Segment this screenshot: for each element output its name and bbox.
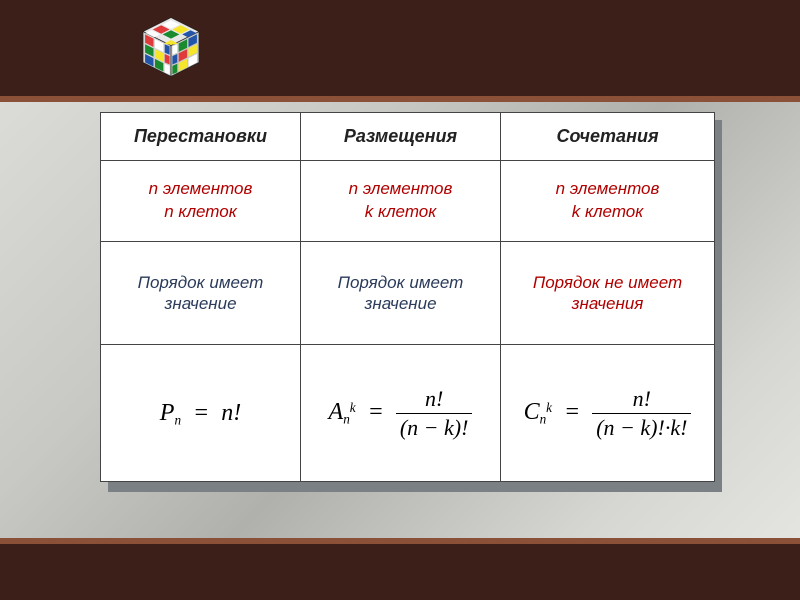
var-P: P: [160, 400, 175, 426]
formula-row: Pn = n! Ank = n! (n − k)!: [101, 345, 715, 482]
cell-formula-arrangements: Ank = n! (n − k)!: [301, 345, 501, 482]
top-band: [0, 0, 800, 102]
table-header-row: Перестановки Размещения Сочетания: [101, 113, 715, 161]
cell-perm-elements: n элементов n клеток: [101, 161, 301, 242]
slide: Перестановки Размещения Сочетания n элем…: [0, 0, 800, 600]
sup-k: k: [350, 400, 356, 415]
var-C: C: [524, 399, 540, 425]
elements-row: n элементов n клеток n элементов k клето…: [101, 161, 715, 242]
fraction-numerator: n!: [592, 385, 691, 414]
header-permutations: Перестановки: [101, 113, 301, 161]
sub-n: n: [343, 412, 350, 427]
combinatorics-table: Перестановки Размещения Сочетания n элем…: [100, 112, 715, 482]
header-arrangements: Размещения: [301, 113, 501, 161]
cell-comb-elements: n элементов k клеток: [501, 161, 715, 242]
text: k клеток: [572, 202, 644, 221]
order-row: Порядок имеет значение Порядок имеет зна…: [101, 242, 715, 345]
fraction-denominator: (n − k)!: [396, 414, 473, 442]
bottom-band: [0, 538, 800, 600]
cell-formula-permutations: Pn = n!: [101, 345, 301, 482]
fraction-denominator: (n − k)!·k!: [592, 414, 691, 442]
text: n клеток: [164, 202, 237, 221]
rhs: n!: [221, 400, 241, 426]
sup-k: k: [546, 400, 552, 415]
cell-comb-order: Порядок не имеет значения: [501, 242, 715, 345]
header-combinations: Сочетания: [501, 113, 715, 161]
rubiks-cube-icon: [136, 12, 206, 82]
text: n элементов: [149, 179, 253, 198]
cell-perm-order: Порядок имеет значение: [101, 242, 301, 345]
cell-formula-combinations: Cnk = n! (n − k)!·k!: [501, 345, 715, 482]
text: n элементов: [349, 179, 453, 198]
cell-arr-order: Порядок имеет значение: [301, 242, 501, 345]
text: k клеток: [365, 202, 437, 221]
fraction-numerator: n!: [396, 385, 473, 414]
sub-n: n: [174, 412, 181, 427]
text: n элементов: [556, 179, 660, 198]
var-A: A: [329, 399, 344, 425]
cell-arr-elements: n элементов k клеток: [301, 161, 501, 242]
